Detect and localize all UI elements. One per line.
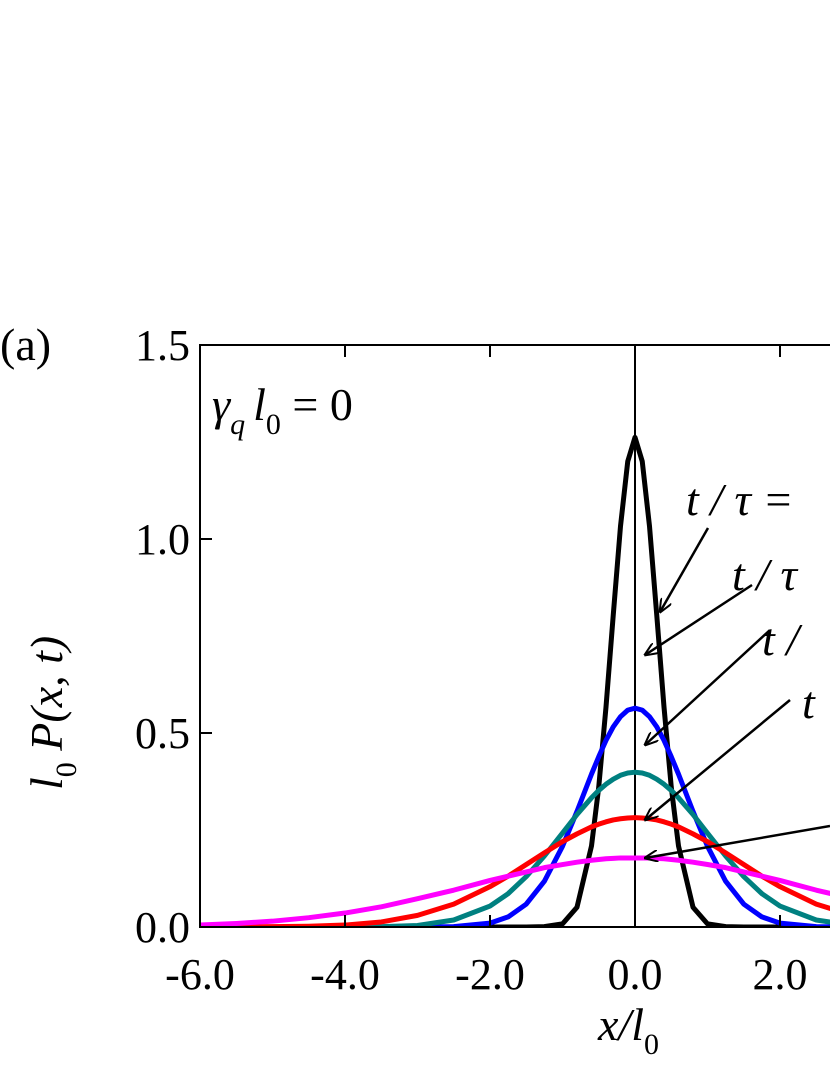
plot-area — [200, 345, 830, 928]
x-label-part: x/l — [597, 999, 644, 1050]
x-label-part: 0 — [644, 1028, 659, 1061]
y-tick-label: 0.5 — [135, 709, 190, 758]
arrow — [645, 824, 830, 858]
x-tick-label: -2.0 — [455, 950, 525, 999]
annotation-part: = 0 — [281, 379, 353, 430]
annotation: γq l0 = 0 — [212, 379, 353, 441]
curve-label: t / — [762, 614, 803, 665]
curve-label: t / τ — [732, 549, 799, 600]
series-line — [200, 705, 830, 928]
y-label-part: l — [21, 777, 72, 790]
annotation-part: γ — [212, 379, 232, 430]
y-axis-label: l0 P(x, t) — [21, 636, 83, 790]
annotation-part: 0 — [266, 408, 281, 441]
y-label-part: 0 — [50, 762, 83, 777]
annotation-part: q — [230, 408, 245, 441]
x-axis-label: x/l0 — [597, 999, 659, 1061]
arrows — [645, 527, 830, 858]
series-line — [200, 769, 830, 928]
panel-label: (a) — [0, 319, 51, 370]
plot-frame — [199, 344, 830, 928]
y-label-part: P(x, t) — [21, 636, 72, 762]
x-tick-label: -6.0 — [165, 950, 235, 999]
series-line — [200, 815, 830, 928]
arrow — [660, 527, 710, 612]
arrow — [645, 583, 753, 655]
y-tick-label: 0.0 — [135, 903, 190, 952]
y-tick-label: 1.5 — [135, 321, 190, 370]
series-line — [200, 855, 830, 928]
arrow — [645, 629, 771, 745]
curve-label: t — [802, 677, 816, 728]
x-tick-label: 2.0 — [753, 950, 808, 999]
x-tick-label: -4.0 — [310, 950, 380, 999]
arrow — [645, 699, 791, 820]
curve-label: t / τ = — [686, 474, 794, 525]
y-tick-label: 1.0 — [135, 515, 190, 564]
annotation-part: l — [253, 379, 266, 430]
x-tick-label: 0.0 — [608, 950, 663, 999]
